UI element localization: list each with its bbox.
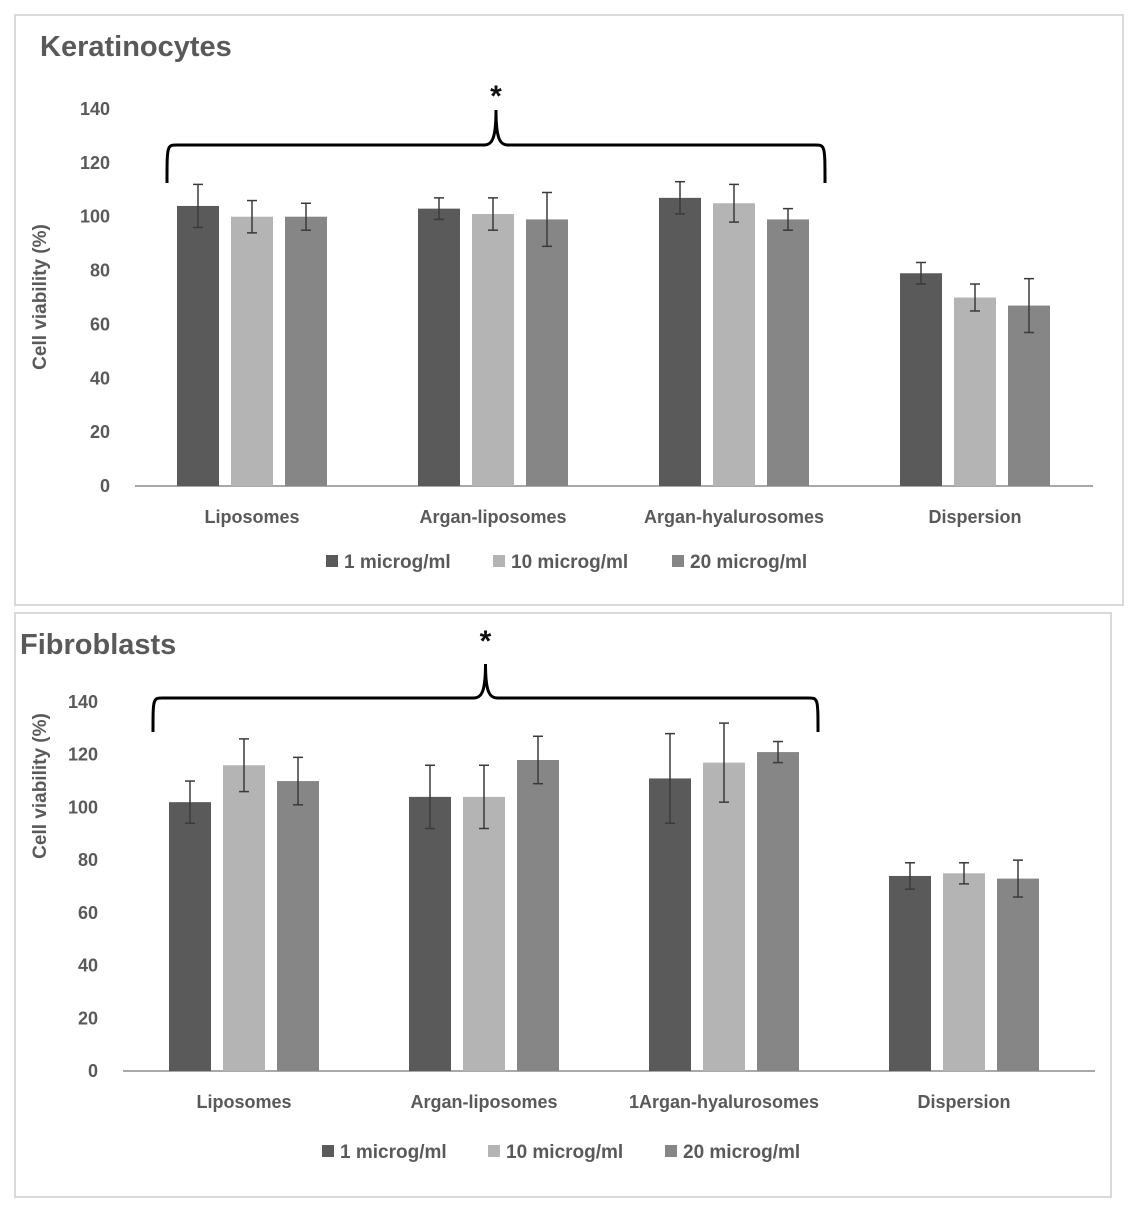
bar [409, 796, 451, 1071]
bar [177, 205, 219, 486]
y-tick-label: 140 [68, 692, 98, 712]
y-tick-label: 100 [68, 797, 98, 817]
legend-swatch [488, 1145, 500, 1157]
legend-swatch [672, 555, 684, 567]
bar [231, 216, 273, 486]
y-tick-label: 20 [78, 1008, 98, 1028]
y-tick-label: 40 [90, 368, 110, 388]
bar [713, 203, 755, 486]
legend-label: 1 microg/ml [344, 552, 451, 573]
category-label: Argan-liposomes [410, 1092, 557, 1112]
bar [463, 796, 505, 1071]
keratinocytes-chart: Keratinocytes Cell viability (%) 0 20 40 60 80… [30, 31, 1093, 573]
category-label: Argan-liposomes [419, 507, 566, 527]
bar [285, 216, 327, 486]
legend-swatch [493, 555, 505, 567]
y-tick-label: 80 [78, 850, 98, 870]
bar [767, 219, 809, 486]
bar [943, 873, 985, 1071]
bar [526, 219, 568, 486]
bar [649, 778, 691, 1071]
legend-swatch [322, 1145, 334, 1157]
significance-bracket [165, 109, 827, 184]
category-label: Dispersion [928, 507, 1021, 527]
y-axis-label: Cell viability (%) [30, 713, 51, 859]
category-label: 1Argan-hyalurosomes [629, 1092, 819, 1112]
bar [277, 781, 319, 1071]
y-tick-label: 60 [78, 903, 98, 923]
bar [1008, 305, 1050, 486]
significance-asterisk: * [490, 80, 502, 113]
legend-label: 10 microg/ml [506, 1142, 623, 1163]
bar [703, 762, 745, 1071]
y-tick-label: 100 [80, 207, 110, 227]
y-tick-label: 60 [90, 314, 110, 334]
bar [757, 752, 799, 1071]
y-tick-label: 120 [80, 153, 110, 173]
legend-label: 20 microg/ml [690, 552, 807, 573]
significance-bracket [151, 663, 820, 733]
y-tick-label: 20 [90, 422, 110, 442]
bar [659, 197, 701, 486]
fibroblasts-chart: Fibroblasts Cell viability (%) 0 20 40 60 80 10… [20, 625, 1095, 1163]
y-axis-label: Cell viability (%) [30, 224, 51, 370]
bar [223, 765, 265, 1071]
y-tick-label: 0 [100, 476, 110, 496]
bar [954, 297, 996, 486]
significance-asterisk: * [480, 625, 492, 658]
y-tick-label: 80 [90, 261, 110, 281]
category-label: Argan-hyalurosomes [644, 507, 824, 527]
y-tick-label: 0 [88, 1061, 98, 1081]
bar [472, 214, 514, 486]
category-label: Liposomes [204, 507, 299, 527]
chart-title: Fibroblasts [20, 629, 176, 661]
y-tick-label: 140 [80, 99, 110, 119]
legend-label: 10 microg/ml [511, 552, 628, 573]
legend-label: 20 microg/ml [683, 1142, 800, 1163]
bar [517, 759, 559, 1071]
chart-title: Keratinocytes [40, 31, 232, 63]
y-tick-label: 40 [78, 956, 98, 976]
legend-swatch [665, 1145, 677, 1157]
bar [418, 208, 460, 486]
bar [997, 878, 1039, 1071]
bar [169, 802, 211, 1071]
category-label: Liposomes [196, 1092, 291, 1112]
bar [889, 875, 931, 1071]
bar [900, 273, 942, 486]
category-label: Dispersion [917, 1092, 1010, 1112]
legend-swatch [326, 555, 338, 567]
y-tick-label: 120 [68, 745, 98, 765]
legend-label: 1 microg/ml [340, 1142, 447, 1163]
